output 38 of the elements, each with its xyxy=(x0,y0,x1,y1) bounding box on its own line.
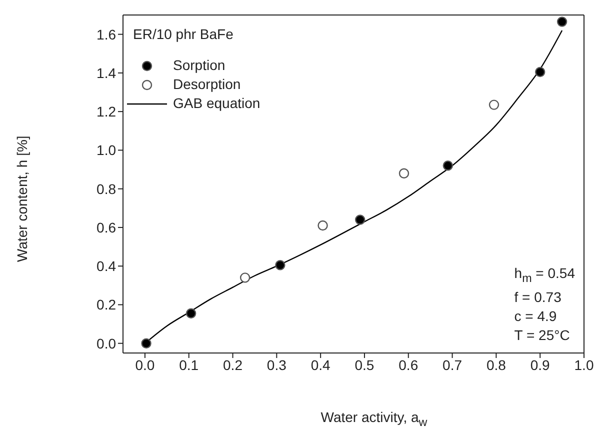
point xyxy=(556,16,568,27)
x-tick-label: 0.9 xyxy=(530,356,550,373)
y-tick-label: 0.8 xyxy=(96,180,116,197)
x-tick-label: 1.0 xyxy=(574,356,594,373)
x-tick-label: 0.2 xyxy=(223,356,243,373)
y-tick-label: 0.2 xyxy=(96,296,116,313)
x-axis-title: Water activity, a$_{w}$ xyxy=(320,409,428,429)
point xyxy=(275,260,286,270)
legend-label: Sorption xyxy=(173,56,226,75)
y-tick-label: 0.4 xyxy=(96,258,116,274)
annotation: h$_{m}$ = 0.54 f = 0.73 c = 4.9 T = 25°C xyxy=(514,264,575,345)
y-tick-label: 0.0 xyxy=(96,335,116,352)
point xyxy=(398,168,410,178)
point xyxy=(534,66,546,78)
point xyxy=(240,272,250,283)
x-tick-label: 0.0 xyxy=(135,356,155,373)
point xyxy=(186,308,196,319)
point xyxy=(354,214,366,225)
point xyxy=(488,100,500,110)
x-tick-label: 0.5 xyxy=(354,356,374,373)
x-tick-label: 0.8 xyxy=(486,356,506,373)
point xyxy=(318,220,328,231)
annotation: ER/10 phr BaFe xyxy=(133,26,234,42)
y-tick-label: 1.0 xyxy=(96,142,116,158)
y-tick-label: 1.6 xyxy=(96,26,116,42)
point xyxy=(442,160,453,171)
x-tick-label: 0.6 xyxy=(398,356,418,373)
x-tick-label: 0.1 xyxy=(179,356,199,373)
y-tick-label: 0.6 xyxy=(96,219,116,236)
point xyxy=(141,338,152,348)
legend-label: GAB equation xyxy=(173,94,260,113)
x-tick-label: 0.3 xyxy=(266,356,287,373)
y-tick-label: 1.4 xyxy=(96,64,116,81)
y-axis-title: Water content, h [%] xyxy=(14,134,30,264)
x-tick-label: 0.7 xyxy=(442,356,462,373)
y-tick-label: 1.2 xyxy=(96,104,116,120)
legend-label: Desorption xyxy=(173,75,241,94)
x-tick-label: 0.4 xyxy=(310,356,331,373)
